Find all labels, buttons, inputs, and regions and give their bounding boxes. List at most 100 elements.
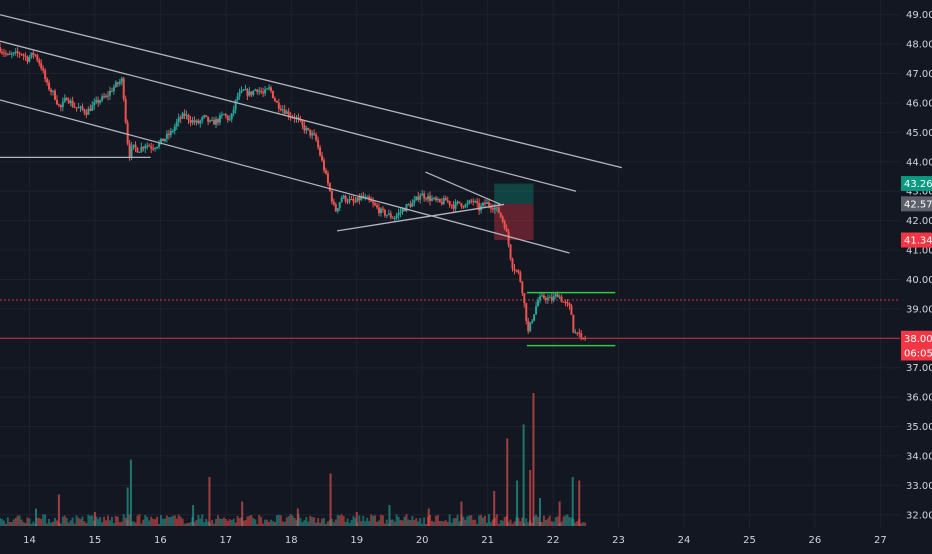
position-tool[interactable] xyxy=(494,183,534,241)
candle-body xyxy=(105,95,108,98)
candle-body xyxy=(209,120,212,122)
volume-bar xyxy=(275,515,278,526)
drawings[interactable] xyxy=(0,14,622,347)
volume-spike xyxy=(93,512,96,526)
candle-body xyxy=(556,294,559,298)
price-axis[interactable]: 32.00 33.00 34.00 35.00 36.00 37.00 38.00 39.00… xyxy=(900,0,932,550)
trend-line xyxy=(425,171,501,206)
volume-bar xyxy=(146,516,149,526)
candle-body xyxy=(344,195,347,202)
time-axis[interactable]: 14 15 16 17 18 19 20 21 22 23 24 25 26 27 xyxy=(0,528,900,550)
volume-bar xyxy=(197,515,200,526)
candle-body xyxy=(417,196,420,200)
volume-bar xyxy=(101,522,104,526)
volume-bar xyxy=(527,522,530,526)
candle-body xyxy=(537,299,540,307)
candle-body xyxy=(42,68,45,71)
candle-body xyxy=(26,56,29,62)
volume-bar xyxy=(376,521,379,526)
candle-body xyxy=(95,100,98,103)
volume-bar xyxy=(403,516,406,526)
candle-body xyxy=(324,170,327,174)
candle-body xyxy=(529,322,532,332)
candle-body xyxy=(584,338,587,340)
price-label-tag xyxy=(901,232,932,248)
candle-body xyxy=(12,52,15,54)
price-label-text: 43.26 xyxy=(904,179,932,190)
volume-bar xyxy=(46,523,49,526)
volume-bar xyxy=(87,514,90,526)
volume-bar xyxy=(495,514,498,526)
candle-body xyxy=(0,52,3,54)
candle-body xyxy=(311,133,314,136)
volume-bar xyxy=(440,521,443,526)
candle-body xyxy=(0,47,1,53)
candle-body xyxy=(262,92,265,94)
candle-body xyxy=(240,90,243,93)
volume-bar xyxy=(340,514,343,526)
candle-body xyxy=(189,120,192,123)
candle-body xyxy=(120,78,123,82)
candle-body xyxy=(370,199,373,202)
volume-spike xyxy=(522,424,525,526)
candle-body xyxy=(258,90,261,92)
candle-body xyxy=(409,204,412,207)
candle-body xyxy=(348,198,351,202)
volume-bar xyxy=(40,518,43,526)
volume-bar xyxy=(350,520,353,526)
candle-body xyxy=(126,122,129,144)
volume-bar xyxy=(32,521,35,526)
volume-bar xyxy=(434,515,437,526)
volume-bar xyxy=(521,517,524,526)
volume-bar xyxy=(476,523,479,526)
candle-body xyxy=(177,117,180,122)
candle-body xyxy=(495,207,498,209)
candle-body xyxy=(552,296,555,301)
candle-body xyxy=(201,117,204,121)
volume-bar xyxy=(156,516,159,526)
price-tick-label: 45.00 xyxy=(906,128,932,139)
candle-body xyxy=(63,97,66,102)
candle-body xyxy=(399,212,402,214)
candle-body xyxy=(540,295,543,297)
volume-bar xyxy=(562,516,565,526)
horizontal-lines[interactable] xyxy=(0,299,900,339)
volume-bar xyxy=(535,514,538,526)
candle-body xyxy=(279,108,282,111)
candle-body xyxy=(497,207,500,213)
volume-bar xyxy=(73,523,76,526)
volume-bar xyxy=(442,521,445,526)
candle-body xyxy=(346,201,349,203)
candle-body xyxy=(462,206,465,208)
candle-body xyxy=(576,332,579,334)
volume-bar xyxy=(260,516,263,526)
candle-body xyxy=(321,155,324,161)
volume-bar xyxy=(256,523,259,526)
volume-bar xyxy=(330,518,333,526)
candle-body xyxy=(305,127,308,131)
candle-body xyxy=(446,200,449,202)
volume-bar xyxy=(158,523,161,526)
price-label-tag xyxy=(901,176,932,192)
volume-bar xyxy=(177,514,180,526)
volume-spike xyxy=(192,505,195,526)
volume-bar xyxy=(409,520,412,526)
candle-body xyxy=(110,90,113,92)
volume-bar xyxy=(199,518,202,526)
volume-bar xyxy=(85,523,88,526)
candle-body xyxy=(395,215,398,218)
candle-body xyxy=(323,160,325,171)
volume-spike xyxy=(35,508,37,526)
volume-bar xyxy=(395,514,398,526)
volume-bar xyxy=(546,518,549,526)
volume-spike xyxy=(460,501,463,526)
volume-bar xyxy=(309,515,312,526)
volume-bars xyxy=(0,393,587,526)
time-tick-label: 18 xyxy=(285,535,298,546)
candle-body xyxy=(173,126,176,131)
candle-body xyxy=(20,54,23,56)
volume-bar xyxy=(4,523,7,526)
candle-body xyxy=(352,199,355,202)
